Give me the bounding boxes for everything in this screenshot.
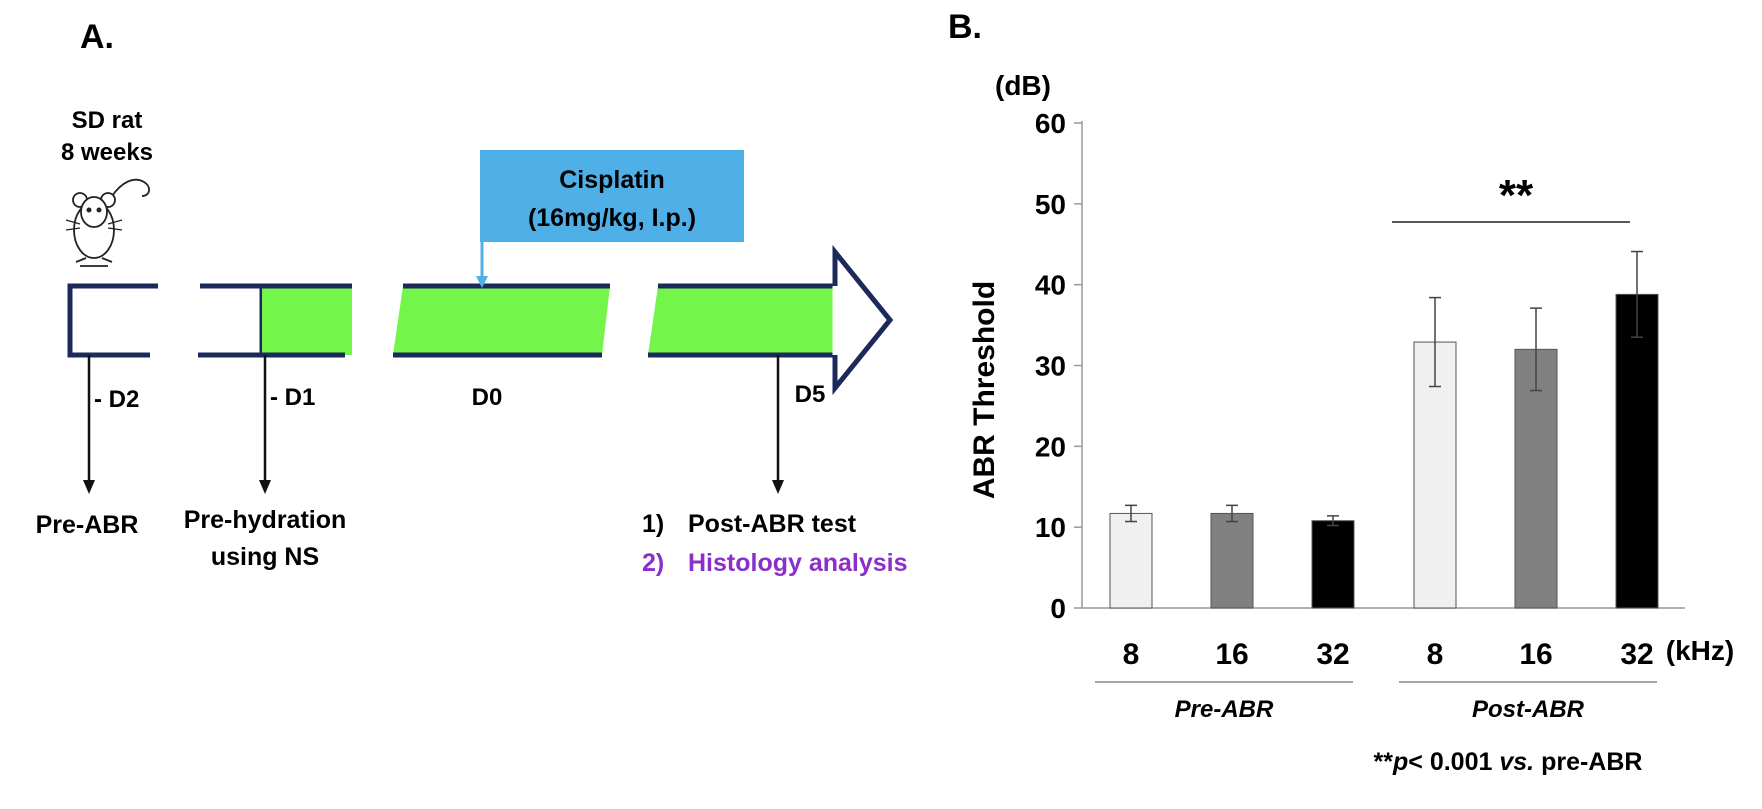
timeline-seg-d1-filled: [262, 286, 352, 355]
timeline-seg-d2: [67, 283, 158, 358]
panel-b: B. (dB) ABR Threshold 0 10 20 30 40 50 60 8 16 3…: [948, 8, 1734, 776]
cisplatin-label: Cisplatin: [559, 166, 665, 194]
timeline-seg-d0: [393, 286, 610, 355]
day-label-d1: - D1: [270, 384, 315, 411]
timeline-seg-d1-empty: [198, 283, 265, 358]
y-tick-label: 40: [1035, 270, 1066, 301]
bars: [1109, 293, 1659, 609]
x-tick-label: 8: [1123, 638, 1140, 671]
group-label: Pre-ABR: [1175, 696, 1274, 723]
outcome-2-number: 2): [642, 549, 664, 577]
timeline-arrows: [83, 355, 784, 494]
bar: [1109, 512, 1153, 609]
x-axis: 8 16 32 8 16 32: [1082, 607, 1685, 671]
error-bar: [1429, 296, 1441, 388]
footnote-threshold: < 0.001: [1408, 748, 1492, 776]
outcome-1-number: 1): [642, 510, 664, 538]
prehydration-label: Pre-hydration: [184, 506, 347, 534]
significance-label: **: [1499, 171, 1534, 220]
bar: [1615, 293, 1659, 609]
x-unit-label: (kHz): [1666, 635, 1734, 666]
error-bar: [1530, 307, 1542, 392]
timeline-arrowhead: [832, 244, 894, 396]
y-unit-label: (dB): [995, 70, 1051, 101]
error-bar: [1226, 504, 1238, 523]
y-axis-label: ABR Threshold: [968, 281, 1001, 499]
x-tick-label: 16: [1519, 638, 1552, 671]
bar: [1311, 520, 1355, 609]
footnote-stars: **: [1374, 748, 1394, 776]
significance-marker: **: [1392, 171, 1630, 223]
x-tick-label: 32: [1620, 638, 1653, 671]
x-tick-label: 32: [1316, 638, 1349, 671]
cisplatin-box: Cisplatin (16mg/kg, I.p.): [476, 150, 744, 288]
panel-a: A. SD rat 8 weeks: [36, 18, 908, 577]
subject-age: 8 weeks: [61, 139, 153, 166]
cisplatin-dose: (16mg/kg, I.p.): [528, 204, 696, 232]
y-tick-label: 60: [1035, 108, 1066, 139]
outcome-2-text: Histology analysis: [688, 549, 908, 577]
day-label-d2: - D2: [94, 386, 139, 413]
y-axis: 0 10 20 30 40 50 60: [1035, 108, 1083, 624]
timeline: [67, 244, 894, 396]
timeline-seg-d5: [648, 286, 835, 355]
error-bar: [1125, 504, 1137, 523]
error-bar: [1327, 515, 1339, 527]
rat-icon: [65, 178, 150, 267]
panel-b-label: B.: [948, 8, 982, 46]
day-label-d0: D0: [472, 384, 503, 411]
pre-abr-label: Pre-ABR: [36, 511, 139, 539]
panel-a-label: A.: [80, 18, 114, 56]
day-label-d5: D5: [795, 381, 826, 408]
footnote: **p< 0.001 vs. pre-ABR: [1374, 748, 1643, 776]
bar: [1514, 348, 1558, 609]
x-tick-label: 8: [1427, 638, 1444, 671]
y-tick-label: 10: [1035, 512, 1066, 543]
footnote-p: p: [1392, 748, 1408, 776]
subject-species: SD rat: [72, 107, 143, 134]
x-tick-label: 16: [1215, 638, 1248, 671]
y-tick-label: 30: [1035, 351, 1066, 382]
y-tick-label: 0: [1050, 593, 1066, 624]
footnote-ref: pre-ABR: [1541, 748, 1642, 776]
group-label: Post-ABR: [1472, 696, 1585, 723]
prehydration-method: using NS: [211, 543, 319, 571]
group-labels: Pre-ABR Post-ABR: [1095, 681, 1657, 723]
y-tick-label: 20: [1035, 431, 1066, 462]
bar: [1210, 512, 1254, 609]
error-bar: [1631, 250, 1643, 338]
outcome-1-text: Post-ABR test: [688, 510, 857, 538]
footnote-vs: vs.: [1499, 748, 1534, 776]
error-bars: [1125, 250, 1643, 527]
y-tick-label: 50: [1035, 189, 1066, 220]
